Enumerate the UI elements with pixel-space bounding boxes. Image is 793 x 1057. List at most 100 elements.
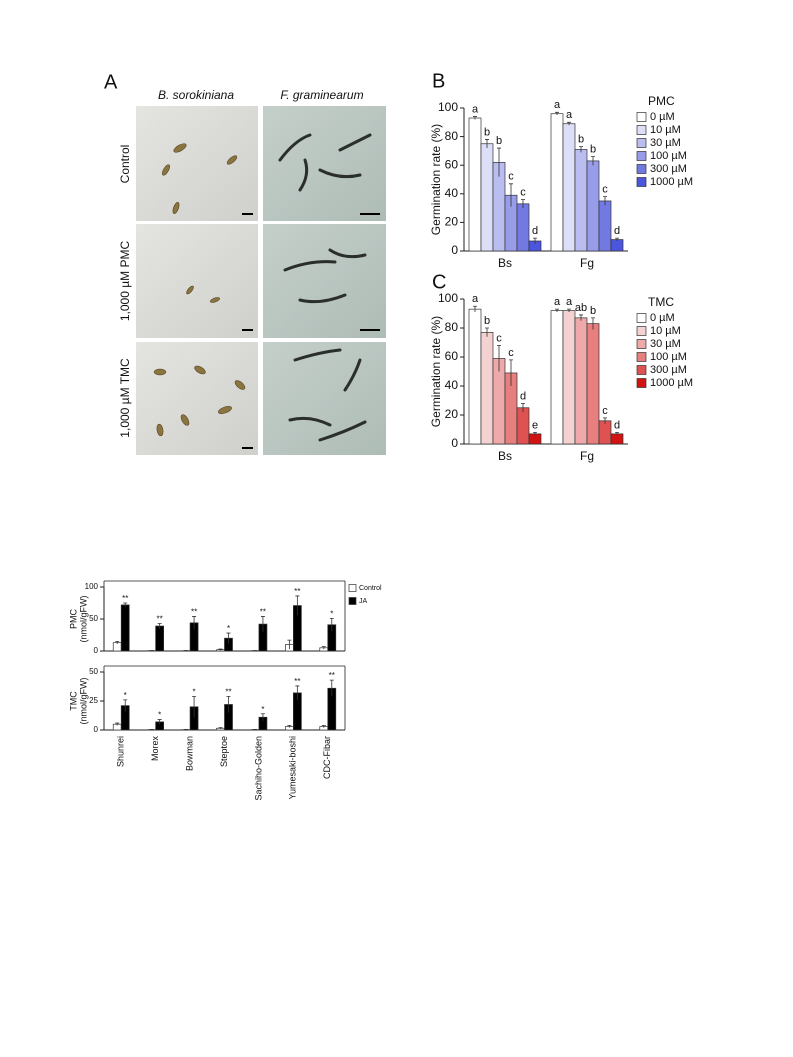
panel-label: C [432, 271, 446, 293]
row-label: 1,000 µM TMC [118, 358, 132, 438]
y-tick-label: 100 [85, 582, 99, 591]
y-tick-label: 100 [438, 291, 458, 305]
bar [516, 203, 530, 252]
panel-label: B [432, 70, 445, 92]
significance-label: * [227, 624, 230, 633]
error-bar [567, 308, 571, 313]
bar [562, 123, 576, 252]
legend-label: 0 µM [650, 312, 675, 324]
legend-label: 30 µM [650, 137, 681, 149]
significance-label: d [614, 225, 620, 237]
y-axis-label: Germination rate (%) [429, 124, 443, 235]
error-bar [521, 403, 525, 413]
error-bar [287, 724, 292, 728]
y-tick-label: 80 [445, 320, 459, 334]
y-tick-label: 60 [445, 349, 459, 363]
error-bar [579, 146, 583, 153]
y-tick-label: 25 [89, 696, 98, 705]
error-bar [218, 648, 223, 651]
legend-swatch [636, 326, 647, 336]
error-bar [485, 139, 489, 149]
error-bar [192, 695, 197, 718]
significance-label: b [590, 144, 596, 156]
error-bar [321, 724, 326, 728]
bar [610, 239, 624, 252]
error-bar [591, 317, 595, 330]
row-label: 1,000 µM PMC [118, 241, 132, 322]
error-bar [287, 639, 292, 650]
significance-label: * [261, 705, 264, 714]
legend-swatch [348, 584, 357, 592]
error-bar [555, 308, 559, 313]
significance-label: c [602, 184, 608, 196]
micrograph [136, 224, 258, 338]
x-tick-label: Sachiho-Golden [253, 736, 263, 801]
y-tick-label: 100 [438, 100, 458, 114]
significance-label: a [554, 99, 561, 111]
significance-label: a [472, 293, 479, 305]
significance-label: ** [225, 687, 231, 696]
error-bar [555, 111, 559, 116]
significance-label: a [472, 103, 479, 115]
y-axis-label: PMC [68, 609, 78, 630]
error-bar [115, 722, 120, 726]
legend-swatch [636, 164, 647, 174]
significance-label: * [193, 687, 196, 696]
legend-label: 300 µM [650, 163, 687, 175]
significance-label: b [484, 126, 490, 138]
y-tick-label: 0 [94, 725, 99, 734]
significance-label: b [578, 134, 584, 146]
legend-swatch [636, 112, 647, 122]
x-tick-label: Morex [150, 736, 160, 762]
micrograph [263, 106, 386, 221]
error-bar [192, 616, 197, 630]
legend-swatch [636, 339, 647, 349]
bar [574, 149, 588, 252]
y-tick-label: 0 [94, 646, 99, 655]
legend-swatch [636, 313, 647, 323]
significance-label: ** [260, 608, 266, 617]
error-bar [218, 727, 223, 729]
significance-label: c [508, 171, 514, 183]
error-bar [615, 237, 619, 241]
legend-label: 1000 µM [650, 377, 693, 389]
micrograph [263, 224, 386, 338]
error-bar [603, 196, 607, 206]
bar [610, 433, 624, 445]
x-tick-label: Steptoe [219, 736, 229, 767]
error-bar [321, 646, 326, 650]
legend-label: Control [359, 585, 382, 592]
row-label: Control [118, 145, 132, 184]
micrograph [136, 342, 258, 455]
y-tick-label: 40 [445, 186, 459, 200]
x-tick-label: CDC-Fibar [322, 736, 332, 779]
error-bar [295, 685, 300, 700]
significance-label: d [614, 419, 620, 431]
legend-label: 1000 µM [650, 176, 693, 188]
legend-label: 100 µM [650, 150, 687, 162]
significance-label: d [532, 225, 538, 237]
bar [550, 113, 564, 252]
significance-label: * [124, 691, 127, 700]
significance-label: b [484, 315, 490, 327]
significance-label: b [590, 305, 596, 317]
error-bar [497, 147, 501, 177]
error-bar [473, 305, 477, 313]
y-tick-label: 50 [89, 667, 98, 676]
bar [528, 433, 542, 445]
error-bar [329, 617, 334, 632]
legend-swatch [636, 125, 647, 135]
error-bar [591, 156, 595, 166]
micrographs [136, 106, 386, 455]
significance-label: b [496, 135, 502, 147]
error-bar [579, 314, 583, 321]
legend-label: 30 µM [650, 338, 681, 350]
legend-swatch [348, 597, 357, 605]
column-header: B. sorokiniana [158, 88, 234, 102]
bar [562, 310, 576, 445]
y-axis-label: TMC [68, 691, 78, 711]
error-bar [615, 432, 619, 436]
bar [574, 317, 588, 445]
y-tick-label: 40 [445, 378, 459, 392]
